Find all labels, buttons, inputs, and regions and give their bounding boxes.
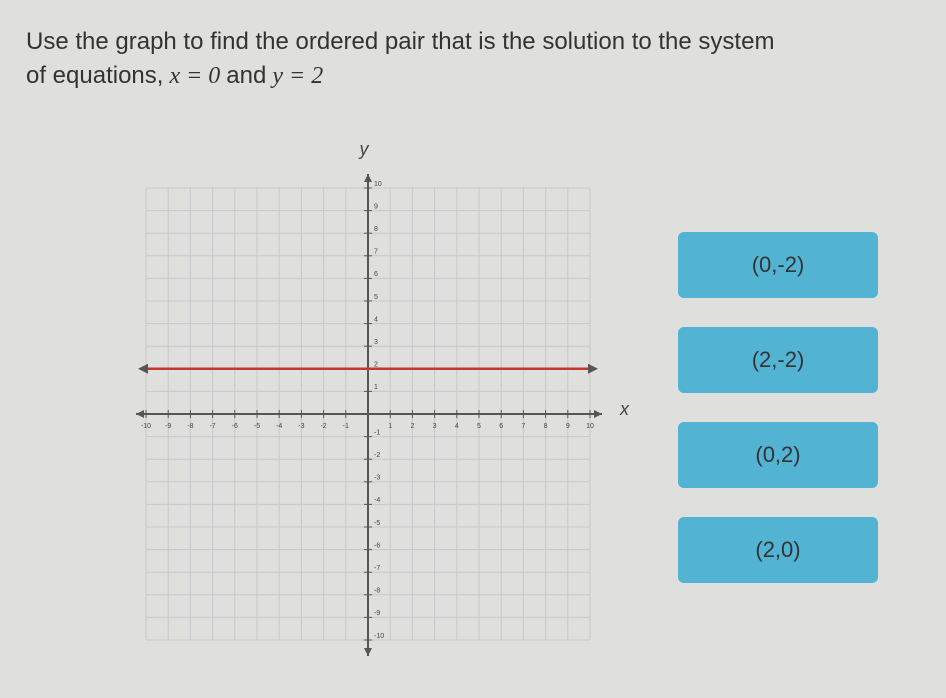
x-tick-label: -6 xyxy=(232,423,238,430)
y-tick-label: -4 xyxy=(374,497,380,504)
y-tick-label: -10 xyxy=(374,633,384,640)
x-tick-label: 1 xyxy=(388,423,392,430)
answer-option[interactable]: (0,2) xyxy=(678,422,878,488)
answer-option[interactable]: (2,0) xyxy=(678,517,878,583)
x-tick-label: 10 xyxy=(586,423,594,430)
y-tick-label: 1 xyxy=(374,384,378,391)
y-tick-label: -7 xyxy=(374,565,380,572)
x-tick-label: -1 xyxy=(343,423,349,430)
x-tick-label: -4 xyxy=(276,423,282,430)
x-tick-label: 3 xyxy=(433,423,437,430)
y-axis-label: y xyxy=(358,139,370,159)
x-tick-label: 6 xyxy=(499,423,503,430)
graph: -10 -9 -8 -7 -6 -5 -4 -3 -2 -1 1 2 3 4 5 6 7 8 9 10 -10 -9 -8 -… xyxy=(136,139,630,656)
x-tick-label: 7 xyxy=(521,423,525,430)
x-axis-label: x xyxy=(619,399,630,419)
y-tick-label: -1 xyxy=(374,429,380,436)
y-tick-label: 4 xyxy=(374,316,378,323)
y-tick-label: -6 xyxy=(374,542,380,549)
y-tick-label: 7 xyxy=(374,249,378,256)
x-tick-label: 4 xyxy=(455,423,459,430)
x-tick-label: -2 xyxy=(320,423,326,430)
x-tick-label: -3 xyxy=(298,423,304,430)
y-tick-label: -9 xyxy=(374,610,380,617)
x-tick-label: 9 xyxy=(566,423,570,430)
y-tick-label: -3 xyxy=(374,475,380,482)
x-tick-label: 2 xyxy=(410,423,414,430)
question-text: and xyxy=(226,62,267,89)
x-tick-label: 5 xyxy=(477,423,481,430)
equation: x = 0 xyxy=(169,63,221,89)
question-line: of equations, x = 0 and y = 2 xyxy=(26,62,329,90)
y-tick-label: 8 xyxy=(374,226,378,233)
y-tick-label: 6 xyxy=(374,271,378,278)
x-tick-label: 8 xyxy=(544,423,548,430)
y-tick-label: 5 xyxy=(374,294,378,301)
y-axis-head xyxy=(364,648,372,656)
question-line: Use the graph to find the ordered pair t… xyxy=(26,28,775,55)
x-tick-label: -7 xyxy=(209,423,215,430)
y-tick-label: 2 xyxy=(374,362,378,369)
x-tick-label: -9 xyxy=(165,423,171,430)
y-tick-label: -5 xyxy=(374,520,380,527)
line-head xyxy=(588,363,598,374)
x-axis-head xyxy=(594,410,602,418)
question-text: of equations, xyxy=(26,62,164,89)
answer-option[interactable]: (0,-2) xyxy=(678,232,878,298)
x-tick-label: -10 xyxy=(141,423,151,430)
equation: y = 2 xyxy=(272,63,324,89)
answer-option[interactable]: (2,-2) xyxy=(678,327,878,393)
y-tick-label: -8 xyxy=(374,588,380,595)
line-head xyxy=(138,363,148,374)
y-tick-label: 10 xyxy=(374,181,382,188)
y-tick-label: 9 xyxy=(374,203,378,210)
x-tick-label: -5 xyxy=(254,423,260,430)
x-axis-head xyxy=(136,410,144,418)
y-tick-label: -2 xyxy=(374,452,380,459)
y-tick-label: 3 xyxy=(374,339,378,346)
y-axis-head xyxy=(364,174,372,182)
x-tick-label: -8 xyxy=(187,423,193,430)
